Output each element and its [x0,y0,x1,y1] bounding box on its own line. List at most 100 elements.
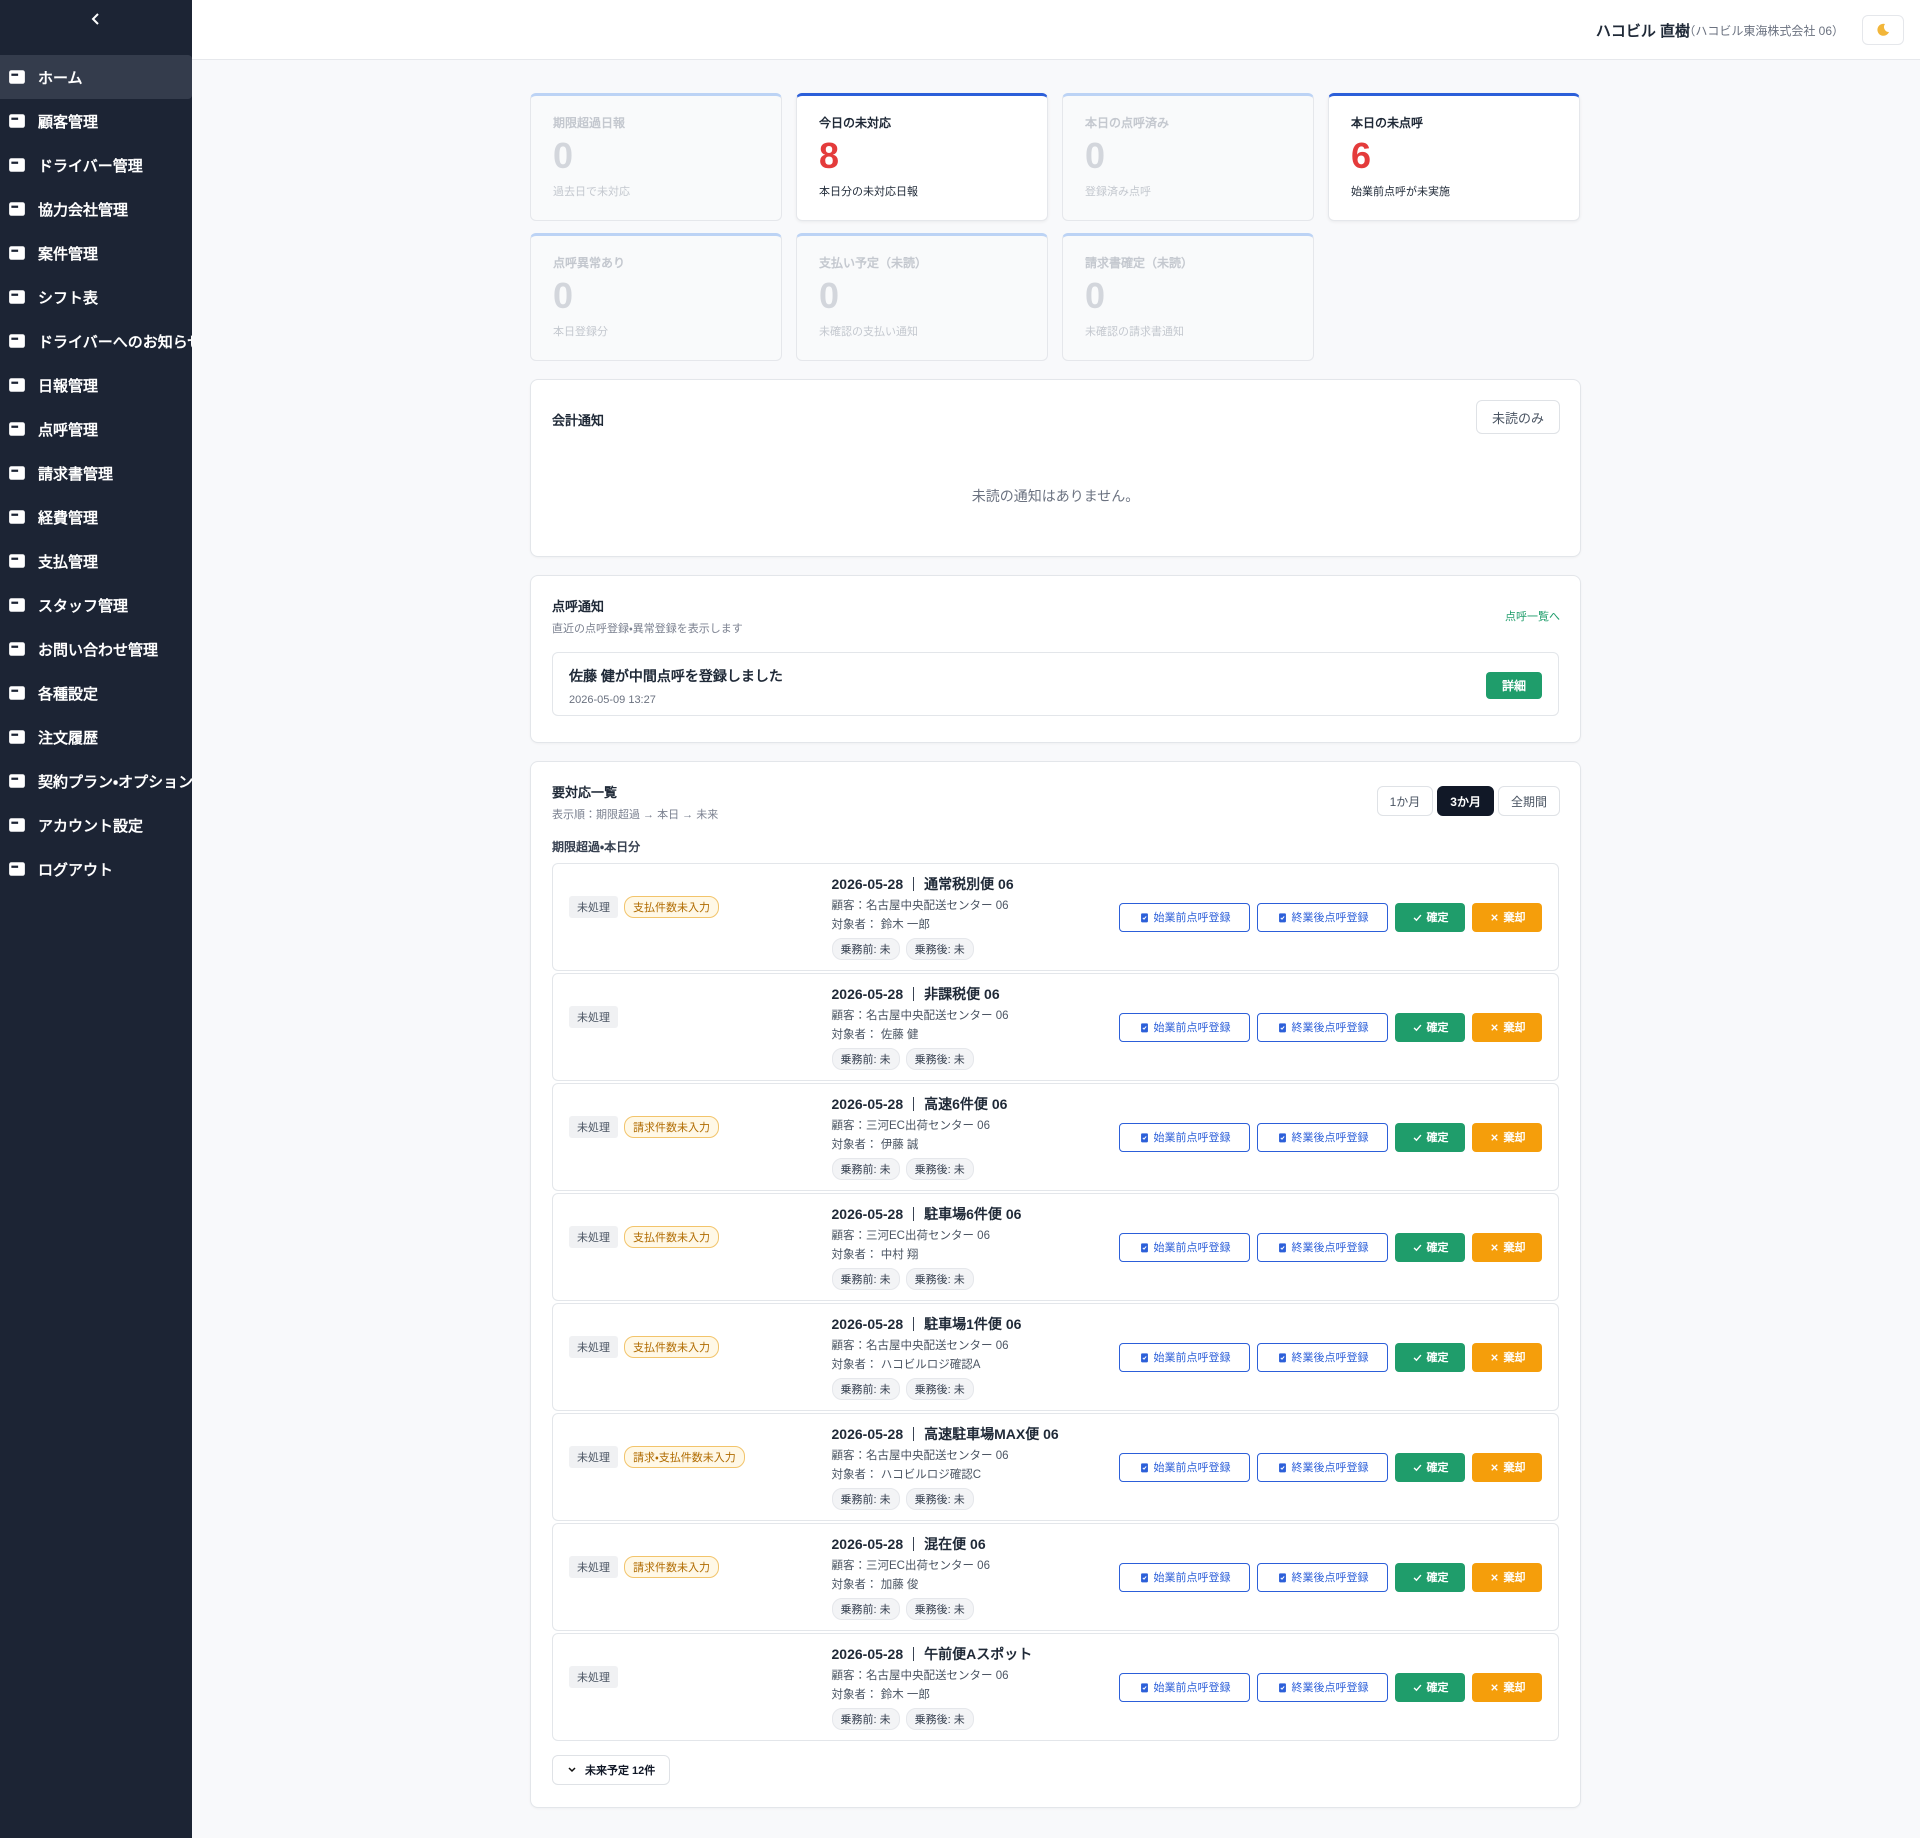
nav-item[interactable]: お問い合わせ管理 [0,627,192,671]
action-button[interactable]: 棄却 [1472,1452,1542,1482]
stat-card[interactable]: 今日の未対応 8 本日分の未対応日報 [796,93,1048,221]
nav-item[interactable]: 各種設定 [0,671,192,715]
action-button[interactable]: 棄却 [1472,1232,1542,1262]
stat-value: 0 [553,135,574,176]
stat-note: 本日登録分 [553,326,608,338]
nav-item[interactable]: ドライバーへのお知らせ [0,319,192,363]
nav-label: 経費管理 [38,509,99,527]
stat-card[interactable]: 点呼異常あり 0 本日登録分 [530,233,782,361]
action-button[interactable]: 棄却 [1472,1012,1542,1042]
status-badge: 未処理 [569,1446,618,1468]
icon [9,818,25,832]
action-button[interactable]: 始業前点呼登録 [1119,1452,1250,1482]
stat-label: 本日の点呼済み [1085,116,1170,130]
icon [1140,912,1148,922]
action-button[interactable]: 終業後点呼登録 [1257,1232,1388,1262]
filter-button[interactable]: 未読のみ [1476,400,1560,434]
post-chip: 乗務後: 未 [905,1708,974,1730]
action-button[interactable]: 終業後点呼登録 [1257,1342,1388,1372]
task-title: 通常税別便 06 [924,876,1014,892]
action-button[interactable]: 終業後点呼登録 [1257,902,1388,932]
action-button[interactable]: 終業後点呼登録 [1257,1122,1388,1152]
action-button[interactable]: 棄却 [1472,1672,1542,1702]
nav-item[interactable]: 注文履歴 [0,715,192,759]
nav-item[interactable]: 契約プラン・オプション [0,759,192,803]
action-button[interactable]: 始業前点呼登録 [1119,1122,1250,1152]
theme-toggle[interactable] [1862,15,1904,45]
action-button[interactable]: 棄却 [1472,1562,1542,1592]
rollcall-list: 佐藤 健が中間点呼を登録しました 2026-05-09 13:27 詳細 [552,652,1559,716]
nav-item[interactable]: 日報管理 [0,363,192,407]
action-button[interactable]: 確定 [1395,1122,1465,1152]
action-button[interactable]: 終業後点呼登録 [1257,1562,1388,1592]
task-row: 未処理 支払件数未入力 2026-05-28 通常税別便 06 顧客：名古屋中央配送セン… [552,863,1559,971]
action-button[interactable]: 確定 [1395,902,1465,932]
action-button[interactable]: 終業後点呼登録 [1257,1452,1388,1482]
nav-item[interactable]: 支払管理 [0,539,192,583]
period-button[interactable]: 全期間 [1497,786,1560,816]
stat-note: 過去日で未対応 [553,186,630,198]
pre-chip: 乗務前: 未 [831,1048,900,1070]
nav-label: 各種設定 [38,685,99,703]
separator [913,1647,915,1661]
more-button[interactable]: 未来予定 12件 [552,1755,671,1785]
period-tabs: 1か月 3か月 全期間 [1376,786,1560,816]
stat-card[interactable]: 支払い予定（未読） 0 未確認の支払い通知 [796,233,1048,361]
action-button[interactable]: 確定 [1395,1232,1465,1262]
icon [9,334,25,348]
stat-card[interactable]: 本日の未点呼 6 始業前点呼が未実施 [1328,93,1580,221]
action-button[interactable]: 終業後点呼登録 [1257,1672,1388,1702]
action-button[interactable]: 棄却 [1472,1342,1542,1372]
stat-note: 始業前点呼が未実施 [1351,186,1450,198]
action-button[interactable]: 確定 [1395,1562,1465,1592]
action-button[interactable]: 始業前点呼登録 [1119,1562,1250,1592]
actions: 始業前点呼登録 終業後点呼登録 確定 棄却 [1119,1232,1542,1262]
nav-item[interactable]: シフト表 [0,275,192,319]
action-button[interactable]: 終業後点呼登録 [1257,1012,1388,1042]
task-date: 2026-05-28 [831,1096,904,1112]
nav-item[interactable]: 顧客管理 [0,99,192,143]
nav-item[interactable]: アカウント設定 [0,803,192,847]
nav-item[interactable]: 協力会社管理 [0,187,192,231]
nav-item[interactable]: 点呼管理 [0,407,192,451]
nav-item[interactable]: ホーム [0,55,192,99]
stat-note: 本日分の未対応日報 [819,186,918,198]
nav-item[interactable]: 案件管理 [0,231,192,275]
action-button[interactable]: 始業前点呼登録 [1119,1672,1250,1702]
rollcall-link[interactable]: 点呼一覧へ [1505,611,1560,623]
action-label: 棄却 [1503,1352,1526,1364]
action-button[interactable]: 始業前点呼登録 [1119,1232,1250,1262]
stat-card[interactable]: 請求書確定（未読） 0 未確認の請求書通知 [1062,233,1314,361]
action-button[interactable]: 棄却 [1472,1122,1542,1152]
stat-note: 登録済み点呼 [1085,186,1151,198]
action-button[interactable]: 確定 [1395,1452,1465,1482]
stat-card[interactable]: 期限超過日報 0 過去日で未対応 [530,93,782,221]
nav-item[interactable]: ログアウト [0,847,192,891]
task-info: 2026-05-28 混在便 06 顧客：三河EC出荷センター 06 対象者： 加藤 … [831,1534,1119,1620]
action-button[interactable]: 始業前点呼登録 [1119,1012,1250,1042]
collapse-icon[interactable] [87,10,105,28]
nav-item[interactable]: 請求書管理 [0,451,192,495]
badges: 未処理 支払件数未入力 [569,896,832,918]
icon [1140,1132,1148,1142]
action-button[interactable]: 始業前点呼登録 [1119,1342,1250,1372]
detail-button[interactable]: 詳細 [1486,672,1542,699]
action-label: 確定 [1426,912,1449,924]
task-heading: 2026-05-28 非課税便 06 [832,984,1119,1004]
period-button[interactable]: 3か月 [1437,786,1494,816]
nav-item[interactable]: 経費管理 [0,495,192,539]
icon [1490,1573,1498,1581]
action-button[interactable]: 確定 [1395,1672,1465,1702]
action-button[interactable]: 確定 [1395,1342,1465,1372]
action-button[interactable]: 確定 [1395,1012,1465,1042]
nav-item[interactable]: ドライバー管理 [0,143,192,187]
action-button[interactable]: 始業前点呼登録 [1119,902,1250,932]
action-button[interactable]: 棄却 [1472,902,1542,932]
nav-item[interactable]: スタッフ管理 [0,583,192,627]
nav-label: 注文履歴 [38,729,99,747]
pre-chip: 乗務前: 未 [831,1378,900,1400]
icon [1490,1023,1498,1031]
period-button[interactable]: 1か月 [1376,786,1434,816]
stat-card[interactable]: 本日の点呼済み 0 登録済み点呼 [1062,93,1314,221]
action-label: 棄却 [1503,1242,1526,1254]
